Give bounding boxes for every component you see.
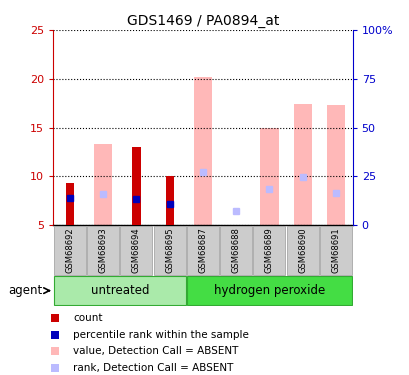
Bar — [132, 147, 140, 225]
Bar — [293, 104, 311, 225]
Text: untreated: untreated — [90, 284, 149, 297]
Bar — [193, 77, 211, 225]
Bar — [94, 144, 112, 225]
Text: GSM68694: GSM68694 — [132, 228, 141, 273]
Text: GSM68692: GSM68692 — [65, 228, 74, 273]
FancyBboxPatch shape — [319, 225, 351, 275]
Bar — [65, 183, 74, 225]
FancyBboxPatch shape — [54, 225, 85, 275]
Title: GDS1469 / PA0894_at: GDS1469 / PA0894_at — [126, 13, 279, 28]
Text: agent: agent — [8, 284, 43, 297]
Text: GSM68691: GSM68691 — [330, 228, 339, 273]
FancyBboxPatch shape — [187, 225, 218, 275]
Text: hydrogen peroxide: hydrogen peroxide — [213, 284, 324, 297]
Text: value, Detection Call = ABSENT: value, Detection Call = ABSENT — [73, 346, 238, 356]
FancyBboxPatch shape — [87, 225, 119, 275]
Bar — [165, 176, 173, 225]
Text: GSM68689: GSM68689 — [264, 228, 273, 273]
Text: rank, Detection Call = ABSENT: rank, Detection Call = ABSENT — [73, 363, 233, 373]
FancyBboxPatch shape — [54, 276, 185, 305]
Bar — [326, 105, 344, 225]
Text: GSM68693: GSM68693 — [99, 228, 108, 273]
FancyBboxPatch shape — [286, 225, 318, 275]
FancyBboxPatch shape — [120, 225, 152, 275]
FancyBboxPatch shape — [153, 225, 185, 275]
Text: count: count — [73, 313, 103, 323]
FancyBboxPatch shape — [187, 276, 351, 305]
FancyBboxPatch shape — [220, 225, 252, 275]
Text: GSM68687: GSM68687 — [198, 228, 207, 273]
Text: GSM68690: GSM68690 — [297, 228, 306, 273]
FancyBboxPatch shape — [253, 225, 285, 275]
Text: percentile rank within the sample: percentile rank within the sample — [73, 330, 249, 340]
Text: GSM68688: GSM68688 — [231, 228, 240, 273]
Text: GSM68695: GSM68695 — [165, 228, 174, 273]
Bar — [260, 129, 278, 225]
